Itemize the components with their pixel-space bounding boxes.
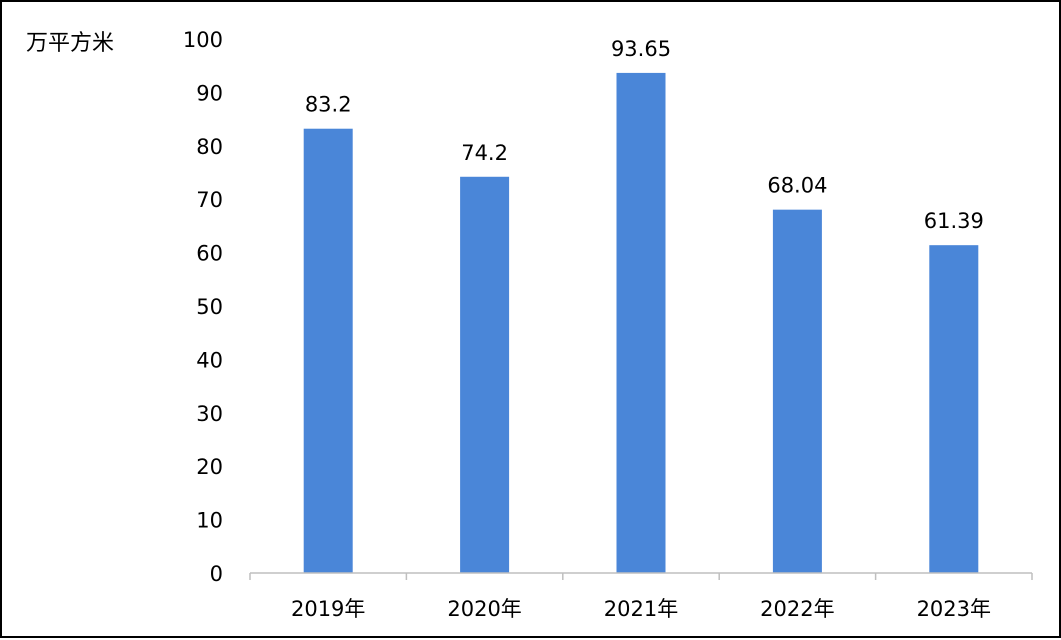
bars — [303, 72, 979, 574]
x-category-label: 2019年 — [291, 597, 365, 621]
y-axis-unit-label: 万平方米 — [26, 31, 114, 56]
bar — [303, 128, 353, 573]
x-axis-tick-marks — [249, 573, 1033, 580]
y-tick-label: 90 — [196, 81, 223, 105]
x-axis-category-labels: 2019年 2020年 2021年 2022年 2023年 — [291, 597, 991, 621]
bar — [616, 72, 666, 573]
y-tick-label: 10 — [196, 509, 223, 533]
bar — [772, 209, 822, 574]
y-tick-label: 30 — [196, 402, 223, 426]
y-tick-label: 80 — [196, 135, 223, 159]
data-label: 68.04 — [767, 174, 827, 198]
data-label: 93.65 — [611, 37, 671, 61]
data-label: 61.39 — [924, 209, 984, 233]
y-tick-label: 70 — [196, 188, 223, 212]
x-category-label: 2022年 — [760, 597, 834, 621]
y-tick-label: 100 — [183, 28, 223, 52]
y-tick-label: 20 — [196, 455, 223, 479]
data-labels: 83.2 74.2 93.65 68.04 61.39 — [305, 37, 984, 233]
x-category-label: 2023年 — [917, 597, 991, 621]
y-tick-label: 40 — [196, 348, 223, 372]
bar — [929, 245, 979, 573]
y-tick-label: 0 — [210, 562, 223, 586]
y-tick-label: 60 — [196, 242, 223, 266]
bar — [460, 176, 510, 573]
x-category-label: 2021年 — [604, 597, 678, 621]
y-axis-tick-labels: 0 10 20 30 40 50 60 70 80 90 100 — [183, 28, 223, 586]
x-category-label: 2020年 — [447, 597, 521, 621]
data-label: 74.2 — [461, 141, 508, 165]
y-tick-label: 50 — [196, 295, 223, 319]
data-label: 83.2 — [305, 93, 352, 117]
